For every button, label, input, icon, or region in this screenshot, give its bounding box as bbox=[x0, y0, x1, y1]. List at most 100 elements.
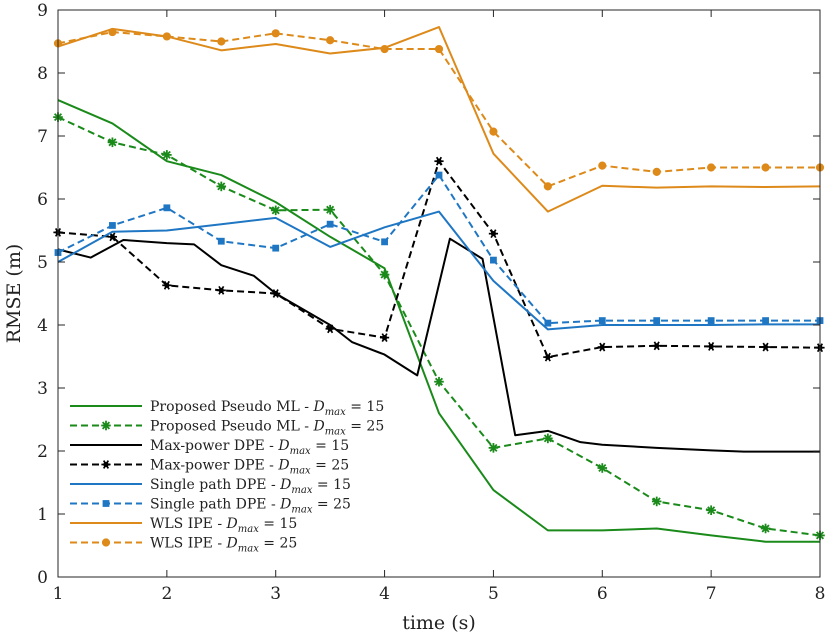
y-tick-label: 9 bbox=[37, 1, 48, 21]
data-point bbox=[544, 319, 552, 327]
legend-label: WLS IPE - Dmax = 25 bbox=[150, 536, 297, 555]
y-tick-label: 6 bbox=[37, 190, 48, 210]
legend-label-suffix: = 25 bbox=[312, 497, 350, 513]
data-point bbox=[434, 44, 444, 54]
data-point bbox=[706, 342, 716, 351]
legend-label: Max-power DPE - Dmax = 15 bbox=[150, 438, 349, 457]
data-point bbox=[381, 238, 388, 246]
data-point bbox=[380, 44, 389, 54]
data-point bbox=[597, 463, 608, 473]
legend-label: Single path DPE - Dmax = 15 bbox=[150, 477, 351, 496]
data-point bbox=[216, 181, 227, 192]
data-point bbox=[489, 127, 498, 136]
legend-item: Max-power DPE - Dmax = 15 bbox=[70, 438, 349, 457]
legend-item: WLS IPE - Dmax = 15 bbox=[70, 516, 297, 535]
data-point bbox=[598, 161, 607, 170]
data-point bbox=[597, 342, 607, 352]
legend-label-prefix: Max-power DPE - bbox=[150, 458, 278, 474]
data-point bbox=[490, 256, 497, 264]
legend-item: Single path DPE - Dmax = 25 bbox=[70, 497, 351, 516]
y-tick-label: 0 bbox=[37, 568, 48, 588]
x-tick-label: 3 bbox=[270, 584, 281, 604]
data-point bbox=[434, 376, 444, 387]
data-point bbox=[488, 443, 499, 453]
data-point bbox=[271, 29, 280, 38]
data-point bbox=[216, 285, 226, 295]
data-point bbox=[761, 163, 770, 172]
data-point bbox=[270, 205, 281, 216]
data-point bbox=[543, 433, 553, 444]
data-point bbox=[163, 204, 171, 212]
series-line bbox=[57, 26, 821, 213]
legend-item: WLS IPE - Dmax = 25 bbox=[70, 536, 297, 555]
series-6 bbox=[54, 171, 824, 327]
axes-frame bbox=[57, 9, 821, 578]
legend-marker bbox=[101, 420, 111, 431]
data-point bbox=[707, 163, 716, 172]
legend-label-prefix: Max-power DPE - bbox=[150, 438, 278, 454]
data-point bbox=[707, 317, 715, 324]
data-point bbox=[272, 244, 280, 252]
legend-item: Max-power DPE - Dmax = 25 bbox=[70, 458, 349, 477]
data-point bbox=[325, 324, 335, 334]
data-point bbox=[706, 505, 716, 516]
data-point bbox=[762, 317, 769, 324]
data-point bbox=[435, 171, 443, 179]
y-tick-label: 3 bbox=[37, 379, 48, 399]
series-line bbox=[57, 31, 820, 188]
x-tick-label: 7 bbox=[706, 584, 717, 604]
data-point bbox=[162, 32, 171, 41]
legend-marker bbox=[102, 500, 110, 507]
legend-label: Max-power DPE - Dmax = 25 bbox=[150, 458, 349, 477]
legend-label: Single path DPE - Dmax = 25 bbox=[150, 497, 351, 516]
x-axis-label: time (s) bbox=[402, 612, 476, 634]
data-point bbox=[434, 156, 444, 166]
x-tick-label: 2 bbox=[161, 584, 172, 604]
data-point bbox=[488, 229, 499, 239]
legend-label-prefix: Proposed Pseudo ML - bbox=[150, 399, 313, 415]
legend-label-suffix: = 25 bbox=[259, 536, 297, 552]
data-point bbox=[651, 496, 662, 507]
x-tick-label: 6 bbox=[597, 584, 608, 604]
data-point bbox=[162, 280, 172, 290]
legend-item: Proposed Pseudo ML - Dmax = 25 bbox=[70, 419, 384, 438]
x-tick-label: 4 bbox=[379, 584, 390, 604]
data-point bbox=[162, 150, 172, 160]
data-point bbox=[108, 27, 117, 37]
legend-label-prefix: WLS IPE - bbox=[150, 516, 227, 532]
series-line bbox=[57, 210, 820, 331]
data-point bbox=[217, 237, 225, 245]
y-tick-label: 1 bbox=[37, 505, 48, 525]
data-point bbox=[271, 289, 281, 298]
series-line bbox=[57, 174, 820, 325]
legend-label: Proposed Pseudo ML - Dmax = 25 bbox=[150, 419, 384, 438]
data-point bbox=[543, 182, 552, 191]
y-tick-label: 7 bbox=[37, 127, 48, 147]
plot-area bbox=[53, 26, 825, 543]
y-tick-label: 5 bbox=[37, 253, 48, 273]
legend-label-prefix: Single path DPE - bbox=[150, 497, 280, 513]
legend-label-prefix: WLS IPE - bbox=[150, 536, 227, 552]
data-point bbox=[325, 204, 335, 215]
legend-item: Single path DPE - Dmax = 15 bbox=[70, 477, 351, 496]
legend-label-suffix: = 25 bbox=[346, 419, 384, 435]
data-point bbox=[598, 317, 606, 324]
legend-label-prefix: Proposed Pseudo ML - bbox=[150, 419, 313, 435]
data-point bbox=[653, 317, 661, 324]
series-line bbox=[57, 160, 821, 359]
series-line bbox=[57, 237, 820, 453]
legend-marker bbox=[101, 538, 111, 547]
legend-label-suffix: = 25 bbox=[311, 458, 349, 474]
series-4 bbox=[53, 156, 825, 362]
data-point bbox=[652, 341, 662, 351]
legend-item: Proposed Pseudo ML - Dmax = 15 bbox=[70, 399, 384, 418]
series-8 bbox=[53, 27, 825, 191]
series-7 bbox=[57, 26, 821, 213]
data-point bbox=[652, 167, 661, 177]
legend-label-prefix: Single path DPE - bbox=[150, 477, 280, 493]
data-point bbox=[109, 222, 116, 229]
legend-label-suffix: = 15 bbox=[346, 399, 384, 415]
